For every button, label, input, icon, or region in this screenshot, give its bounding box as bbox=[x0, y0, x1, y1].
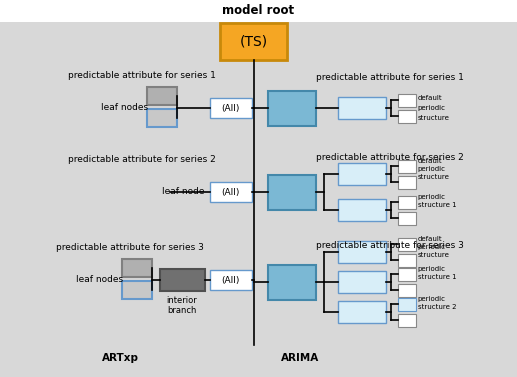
Bar bbox=[338, 163, 386, 185]
Bar bbox=[220, 23, 287, 60]
Bar bbox=[267, 265, 315, 300]
Text: interior
branch: interior branch bbox=[166, 296, 197, 316]
Text: structure 1: structure 1 bbox=[418, 274, 456, 280]
Text: structure: structure bbox=[418, 115, 449, 121]
Bar bbox=[267, 175, 315, 210]
Bar bbox=[338, 97, 386, 119]
Text: periodic: periodic bbox=[418, 296, 446, 302]
Text: structure: structure bbox=[418, 174, 449, 180]
Bar bbox=[121, 281, 151, 299]
Bar bbox=[338, 241, 386, 263]
Bar bbox=[121, 259, 151, 277]
Bar bbox=[398, 298, 416, 311]
Bar bbox=[0, 0, 517, 22]
Bar bbox=[338, 199, 386, 221]
Text: predictable attribute for series 2: predictable attribute for series 2 bbox=[316, 153, 464, 162]
Text: leaf nodes: leaf nodes bbox=[76, 276, 123, 285]
Bar bbox=[398, 284, 416, 297]
Bar bbox=[398, 314, 416, 327]
Bar bbox=[398, 94, 416, 107]
Text: leaf nodes: leaf nodes bbox=[101, 104, 148, 112]
Bar bbox=[209, 270, 251, 290]
Text: model root: model root bbox=[222, 5, 294, 17]
Bar bbox=[398, 268, 416, 281]
Bar bbox=[398, 212, 416, 225]
Bar bbox=[209, 98, 251, 118]
Text: structure 1: structure 1 bbox=[418, 202, 456, 208]
Bar bbox=[398, 196, 416, 209]
Bar bbox=[398, 110, 416, 123]
Text: (All): (All) bbox=[221, 104, 240, 112]
Bar bbox=[267, 91, 315, 126]
Text: ARTxp: ARTxp bbox=[101, 353, 139, 363]
Bar bbox=[338, 271, 386, 293]
Text: predictable attribute for series 1: predictable attribute for series 1 bbox=[316, 74, 464, 83]
Bar bbox=[398, 254, 416, 267]
Bar bbox=[147, 109, 177, 127]
Text: default: default bbox=[418, 236, 442, 242]
Text: predictable attribute for series 3: predictable attribute for series 3 bbox=[316, 241, 464, 250]
Text: predictable attribute for series 2: predictable attribute for series 2 bbox=[68, 155, 216, 164]
Text: default: default bbox=[418, 95, 442, 101]
Text: ARIMA: ARIMA bbox=[281, 353, 319, 363]
Text: structure 2: structure 2 bbox=[418, 304, 456, 310]
Text: predictable attribute for series 3: predictable attribute for series 3 bbox=[56, 242, 204, 251]
Text: (All): (All) bbox=[221, 187, 240, 196]
Text: predictable attribute for series 1: predictable attribute for series 1 bbox=[68, 70, 216, 80]
Text: periodic: periodic bbox=[418, 266, 446, 272]
Bar bbox=[398, 238, 416, 251]
Bar bbox=[398, 160, 416, 173]
Text: leaf node: leaf node bbox=[162, 187, 205, 196]
Text: (All): (All) bbox=[221, 276, 240, 285]
Text: periodic: periodic bbox=[418, 166, 446, 172]
Bar bbox=[338, 301, 386, 323]
Bar bbox=[398, 176, 416, 189]
Text: structure: structure bbox=[418, 252, 449, 258]
Text: default: default bbox=[418, 158, 442, 164]
Bar bbox=[160, 269, 205, 291]
Text: (TS): (TS) bbox=[239, 35, 268, 49]
Text: periodic: periodic bbox=[418, 105, 446, 111]
Text: periodic: periodic bbox=[418, 194, 446, 200]
Bar bbox=[209, 182, 251, 202]
Bar bbox=[147, 87, 177, 105]
Text: periodic: periodic bbox=[418, 244, 446, 250]
